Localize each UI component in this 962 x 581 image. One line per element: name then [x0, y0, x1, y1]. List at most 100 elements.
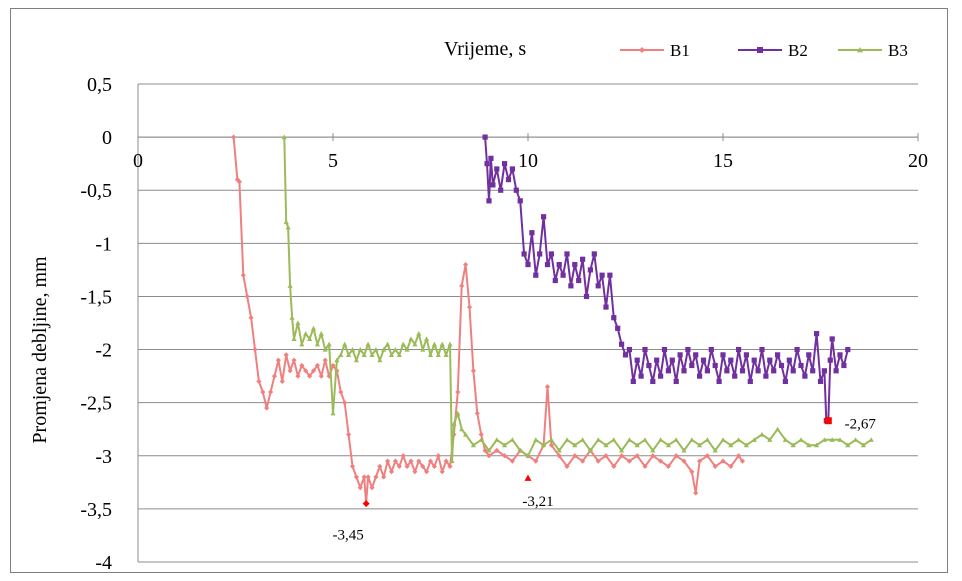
data-point	[658, 458, 664, 464]
data-point	[451, 421, 457, 426]
data-point	[747, 378, 753, 385]
data-point	[427, 458, 434, 464]
data-point	[650, 453, 656, 459]
data-point	[346, 431, 352, 438]
data-point	[424, 336, 430, 342]
data-point	[524, 474, 532, 481]
data-point	[291, 336, 297, 342]
data-point	[498, 187, 504, 193]
data-point	[829, 336, 835, 342]
data-point	[342, 400, 348, 406]
data-point	[689, 469, 695, 475]
data-point	[381, 346, 387, 352]
data-point	[626, 437, 632, 442]
legend-label: B2	[788, 41, 808, 60]
data-point	[326, 373, 332, 379]
data-point	[619, 341, 625, 347]
data-point	[533, 272, 539, 278]
data-point	[837, 352, 843, 358]
data-point	[279, 378, 285, 385]
chart-frame	[10, 8, 948, 573]
data-point	[693, 352, 699, 358]
data-point	[521, 251, 527, 257]
data-point	[708, 346, 714, 353]
data-point	[420, 463, 426, 469]
data-point	[639, 47, 645, 53]
data-point	[775, 352, 781, 358]
data-point	[490, 182, 496, 188]
data-point	[449, 458, 455, 464]
annotation-label: -3,21	[522, 494, 553, 510]
data-point	[583, 293, 590, 300]
data-point	[771, 368, 777, 374]
data-point	[252, 346, 258, 353]
data-point	[330, 410, 336, 416]
data-point	[806, 442, 812, 448]
data-point	[736, 437, 742, 442]
data-point	[821, 368, 827, 374]
data-point	[661, 346, 668, 353]
data-point	[587, 447, 593, 453]
data-point	[505, 177, 512, 183]
data-point	[778, 362, 785, 369]
data-point	[611, 463, 617, 469]
y-tick-label: 0	[102, 127, 112, 149]
data-point	[377, 463, 383, 469]
data-point	[751, 357, 757, 363]
data-point	[447, 463, 453, 469]
data-point	[427, 352, 434, 357]
data-point	[646, 362, 652, 369]
data-point	[693, 490, 699, 496]
data-point	[322, 357, 328, 363]
x-axis-title: Vrijeme, s	[444, 38, 526, 60]
data-point	[564, 463, 570, 469]
data-point	[704, 453, 710, 459]
data-point	[743, 442, 749, 448]
x-tick-label: 20	[908, 150, 928, 172]
data-point	[619, 447, 625, 453]
data-point	[700, 357, 707, 363]
annotation-label: -3,45	[333, 528, 364, 544]
data-point	[385, 458, 391, 464]
data-point	[580, 256, 586, 262]
data-point	[470, 368, 476, 374]
data-point	[704, 437, 710, 442]
data-point	[642, 463, 648, 469]
data-point	[689, 437, 695, 442]
data-point	[759, 431, 765, 437]
data-point	[603, 453, 609, 459]
y-tick-label: -0,5	[80, 180, 112, 202]
data-point	[517, 198, 523, 204]
data-point	[860, 442, 866, 448]
data-point	[362, 500, 370, 508]
data-point	[494, 166, 500, 172]
data-point	[833, 368, 839, 374]
data-point	[782, 378, 788, 385]
data-point	[318, 331, 324, 336]
data-point	[556, 447, 562, 453]
data-point	[837, 437, 843, 442]
data-point	[310, 325, 317, 331]
data-point	[654, 357, 660, 363]
data-point	[400, 341, 406, 347]
data-point	[486, 198, 492, 204]
data-point	[404, 346, 410, 352]
data-point	[291, 357, 297, 363]
data-point	[463, 431, 469, 437]
data-point	[310, 368, 317, 374]
data-point	[759, 346, 765, 353]
data-point	[334, 357, 340, 363]
data-point	[857, 47, 863, 53]
data-point	[439, 469, 445, 475]
data-point	[743, 352, 749, 358]
data-point	[611, 315, 617, 321]
data-point	[603, 304, 609, 310]
data-point	[845, 442, 851, 448]
data-point	[404, 463, 410, 469]
data-point	[459, 283, 465, 289]
data-point	[673, 437, 679, 442]
data-point	[299, 362, 305, 369]
data-point	[560, 272, 566, 278]
data-point	[782, 437, 788, 442]
y-tick-label: -3	[95, 446, 112, 468]
